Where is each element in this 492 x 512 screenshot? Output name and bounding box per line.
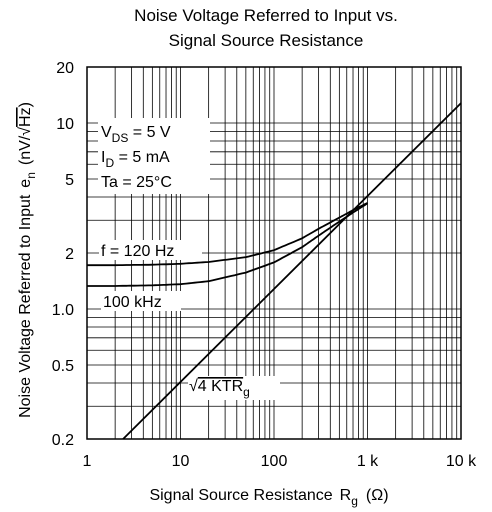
x-tick-label: 1 [83, 453, 92, 470]
y-axis-unit-open: (nV/ [17, 135, 34, 165]
y-axis-symbol-sub: n [24, 172, 38, 179]
conditions-bg [98, 118, 210, 194]
condition-label: VDS = 5 V [101, 124, 171, 145]
series-label-100khz: 100 kHz [103, 294, 162, 311]
series-label-thermal-4ktr: √4 KTRg [189, 378, 250, 399]
y-tick-label: 10 [56, 116, 74, 133]
y-axis-label: Noise Voltage Referred to Input en (nV/√Hz… [17, 102, 38, 418]
tick-labels: 1 10 100 1 k 10 k 0.2 0.5 1.0 2 5 10 20 [52, 60, 477, 470]
x-tick-label: 1 k [357, 453, 379, 470]
x-tick-label: 10 [172, 453, 190, 470]
label-4ktr-bg [188, 376, 280, 400]
x-axis-symbol: R [340, 487, 352, 504]
y-tick-label: 0.2 [52, 432, 74, 449]
plot-frame [86, 66, 462, 440]
y-axis-unit-hz: Hz [17, 107, 34, 127]
series-label-120hz: f = 120 Hz [101, 243, 174, 260]
label-100khz-bg [101, 291, 181, 311]
x-tick-label: 100 [261, 453, 288, 470]
y-axis-label-text: Noise Voltage Referred to Input [17, 194, 34, 418]
series-line-100khz [87, 202, 368, 287]
chart-title-line-2: Signal Source Resistance [169, 31, 364, 50]
x-tick-label: 10 k [446, 453, 477, 470]
x-axis-label-text: Signal Source Resistance [149, 487, 332, 504]
y-axis-unit-close: ) [17, 102, 34, 107]
condition-label: Ta = 25°C [101, 174, 172, 191]
chart-title-line-1: Noise Voltage Referred to Input vs. [134, 6, 398, 25]
y-tick-label: 0.5 [52, 358, 74, 375]
series-line-thermal-4ktr [122, 102, 462, 440]
y-tick-label: 2 [65, 246, 74, 263]
y-axis-unit-root: √ [17, 127, 34, 136]
y-axis-symbol: e [17, 179, 34, 188]
x-axis-symbol-sub: g [351, 494, 358, 508]
y-tick-label: 20 [56, 60, 74, 77]
y-tick-label: 1.0 [52, 302, 74, 319]
condition-label: ID = 5 mA [101, 149, 170, 170]
annotations: VDS = 5 V ID = 5 mA Ta = 25°C f = 120 Hz 100… [98, 118, 280, 400]
series-line-120hz [87, 202, 368, 267]
series-layer [87, 102, 462, 440]
label-120hz-bg [99, 240, 202, 260]
y-tick-label: 5 [65, 172, 74, 189]
x-axis-unit: (Ω) [366, 487, 389, 504]
x-axis-label: Signal Source Resistance Rg (Ω) [149, 487, 388, 508]
